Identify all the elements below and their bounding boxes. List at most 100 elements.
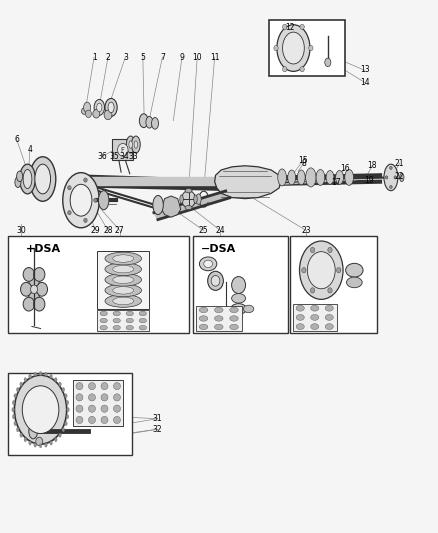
Ellipse shape (113, 297, 134, 305)
Ellipse shape (22, 386, 59, 433)
Ellipse shape (346, 277, 362, 288)
Ellipse shape (129, 141, 132, 148)
Ellipse shape (311, 305, 319, 311)
Ellipse shape (307, 252, 335, 289)
Ellipse shape (100, 325, 107, 330)
Ellipse shape (88, 405, 95, 412)
Ellipse shape (384, 164, 398, 191)
Ellipse shape (34, 297, 45, 311)
Ellipse shape (139, 311, 146, 316)
Ellipse shape (223, 314, 229, 321)
Ellipse shape (24, 438, 27, 442)
Ellipse shape (101, 416, 108, 424)
Text: 19: 19 (364, 176, 374, 185)
Ellipse shape (59, 382, 61, 386)
Ellipse shape (28, 273, 40, 287)
Ellipse shape (232, 294, 246, 303)
Ellipse shape (139, 318, 146, 323)
Text: 24: 24 (215, 226, 225, 235)
Ellipse shape (20, 164, 35, 194)
Ellipse shape (146, 116, 153, 128)
Bar (97, 310, 149, 331)
Text: 9: 9 (180, 53, 184, 62)
Bar (293, 304, 336, 331)
Text: 15: 15 (298, 156, 308, 165)
Ellipse shape (23, 268, 35, 281)
Ellipse shape (105, 295, 141, 308)
Text: 5: 5 (141, 53, 145, 62)
Ellipse shape (346, 263, 363, 277)
Ellipse shape (306, 168, 316, 187)
Ellipse shape (85, 110, 92, 117)
Ellipse shape (113, 325, 120, 330)
Text: 29: 29 (90, 226, 100, 235)
Ellipse shape (105, 263, 141, 276)
Ellipse shape (296, 305, 304, 311)
Ellipse shape (99, 191, 109, 210)
Ellipse shape (76, 394, 83, 401)
Ellipse shape (113, 416, 120, 424)
Ellipse shape (62, 427, 65, 432)
Ellipse shape (62, 387, 65, 392)
Ellipse shape (113, 394, 120, 401)
Ellipse shape (139, 114, 148, 127)
Bar (290, 236, 377, 333)
Ellipse shape (399, 173, 404, 182)
Text: 25: 25 (199, 226, 208, 235)
Ellipse shape (230, 324, 238, 329)
Ellipse shape (64, 422, 67, 425)
Ellipse shape (336, 171, 343, 184)
Ellipse shape (101, 405, 108, 412)
Text: 12: 12 (285, 23, 294, 33)
Ellipse shape (300, 67, 304, 72)
Ellipse shape (134, 141, 138, 148)
Text: 22: 22 (395, 172, 404, 181)
Ellipse shape (182, 191, 195, 208)
Ellipse shape (300, 25, 304, 29)
Ellipse shape (215, 318, 224, 324)
Ellipse shape (328, 247, 332, 253)
Ellipse shape (345, 169, 353, 185)
Text: 33: 33 (128, 152, 138, 161)
Ellipse shape (45, 443, 47, 447)
Ellipse shape (296, 324, 304, 329)
Polygon shape (162, 196, 181, 217)
Ellipse shape (12, 408, 14, 412)
Ellipse shape (113, 287, 134, 294)
Ellipse shape (94, 198, 97, 203)
Ellipse shape (126, 311, 134, 316)
Bar (196, 306, 242, 331)
Ellipse shape (39, 443, 42, 448)
Ellipse shape (17, 387, 19, 392)
Text: 17: 17 (332, 178, 341, 187)
Text: +DSA: +DSA (26, 244, 61, 254)
Bar (269, 20, 345, 76)
Ellipse shape (23, 169, 32, 189)
Ellipse shape (68, 211, 71, 215)
Text: 6: 6 (14, 135, 19, 144)
Ellipse shape (390, 166, 392, 169)
Ellipse shape (390, 185, 392, 189)
Ellipse shape (311, 288, 315, 293)
Ellipse shape (105, 252, 141, 265)
Ellipse shape (101, 394, 108, 401)
Ellipse shape (30, 157, 56, 201)
Ellipse shape (104, 110, 112, 119)
Polygon shape (154, 191, 230, 220)
Ellipse shape (300, 241, 343, 300)
Ellipse shape (63, 173, 99, 228)
Ellipse shape (67, 408, 69, 412)
Ellipse shape (199, 257, 217, 271)
Ellipse shape (15, 177, 21, 188)
Ellipse shape (76, 416, 83, 424)
Ellipse shape (94, 100, 105, 115)
Ellipse shape (113, 405, 120, 412)
Ellipse shape (88, 383, 95, 390)
Ellipse shape (14, 394, 17, 398)
Ellipse shape (126, 136, 135, 153)
Ellipse shape (131, 136, 140, 153)
Text: 1: 1 (92, 53, 96, 62)
Ellipse shape (14, 375, 67, 444)
Ellipse shape (194, 195, 197, 204)
Text: 30: 30 (16, 226, 26, 235)
